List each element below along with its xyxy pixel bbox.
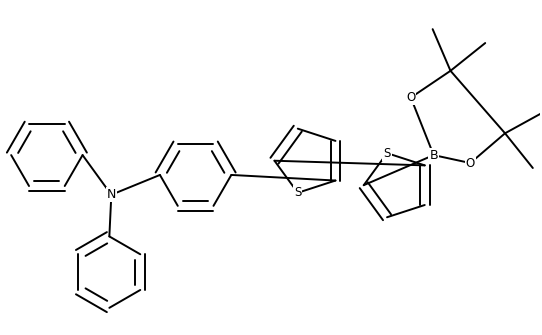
Text: N: N <box>107 188 116 201</box>
Text: S: S <box>294 186 301 199</box>
Text: B: B <box>429 149 438 161</box>
Text: S: S <box>383 147 391 159</box>
Text: O: O <box>466 156 475 170</box>
Text: O: O <box>406 91 416 104</box>
